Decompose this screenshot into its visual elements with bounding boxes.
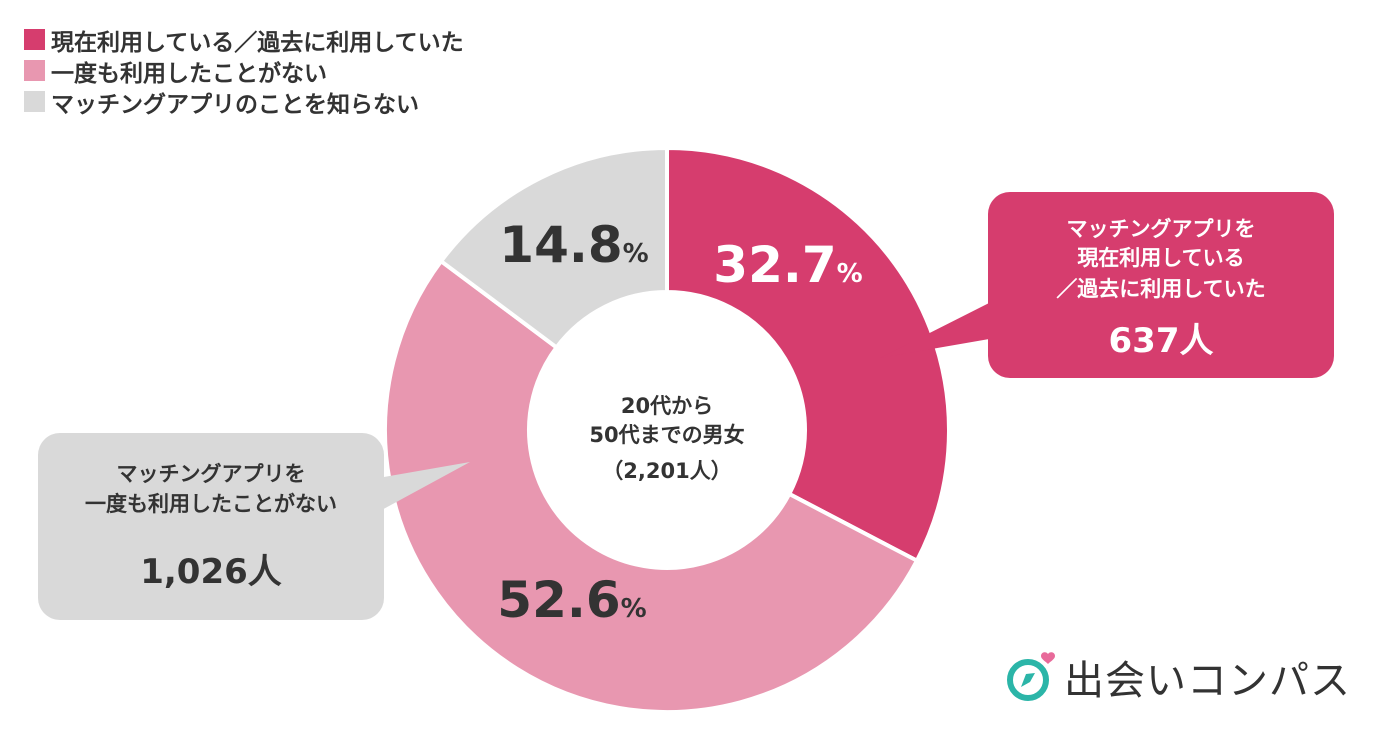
- pct-sign-never: %: [621, 594, 647, 624]
- center-line-2: 50代までの男女: [589, 423, 744, 447]
- legend-swatch-using: [24, 29, 45, 50]
- callout-using-pointer: [880, 300, 995, 358]
- pct-sign-unknown: %: [623, 239, 649, 269]
- callout-using-line-3: ／過去に利用していた: [1056, 277, 1265, 301]
- pct-label-unknown: 14.8%: [499, 216, 648, 274]
- donut-slice-never: [383, 258, 920, 714]
- donut-slices: [383, 145, 951, 714]
- legend-label-never: 一度も利用したことがない: [51, 60, 327, 87]
- callout-never-line-1: マッチングアプリを: [117, 462, 306, 486]
- legend-swatch-never: [24, 60, 45, 81]
- center-line-1: 20代から: [621, 394, 713, 418]
- pct-value-never: 52.6: [497, 571, 620, 629]
- callout-never-box: [38, 433, 384, 620]
- callout-using-line-2: 現在利用している: [1077, 246, 1244, 270]
- callout-using-count: 637人: [1109, 321, 1214, 361]
- donut-slice-unknown: [438, 145, 669, 351]
- brand-logo-text: 出会いコンパス: [1064, 658, 1351, 704]
- legend-item-unknown: マッチングアプリのことを知らない: [24, 86, 464, 118]
- donut-slice-using: [665, 145, 951, 564]
- callout-never-count: 1,026人: [140, 552, 282, 592]
- callout-never-line-2: 一度も利用したことがない: [85, 492, 337, 516]
- legend-item-using: 現在利用している／過去に利用していた: [24, 24, 464, 56]
- pct-sign-using: %: [837, 259, 863, 289]
- pct-label-using: 32.7%: [713, 236, 862, 294]
- legend-item-never: 一度も利用したことがない: [24, 55, 464, 87]
- legend: 現在利用している／過去に利用していた 一度も利用したことがない マッチングアプリ…: [24, 24, 464, 118]
- legend-swatch-unknown: [24, 91, 45, 112]
- legend-label-unknown: マッチングアプリのことを知らない: [51, 91, 419, 118]
- callout-never: マッチングアプリを 一度も利用したことがない 1,026人: [38, 433, 470, 620]
- callout-using-line-1: マッチングアプリを: [1067, 217, 1256, 241]
- brand-logo: 出会いコンパス: [1004, 648, 1351, 706]
- compass-heart-icon: [1007, 652, 1055, 701]
- callout-never-pointer: [378, 462, 470, 512]
- callout-using-box: [988, 192, 1334, 378]
- pct-label-never: 52.6%: [497, 571, 646, 629]
- legend-label-using: 現在利用している／過去に利用していた: [51, 29, 464, 56]
- callout-using: マッチングアプリを 現在利用している ／過去に利用していた 637人: [880, 192, 1334, 378]
- center-line-3: （2,201人）: [602, 459, 731, 483]
- pct-value-using: 32.7: [713, 236, 836, 294]
- pct-value-unknown: 14.8: [499, 216, 622, 274]
